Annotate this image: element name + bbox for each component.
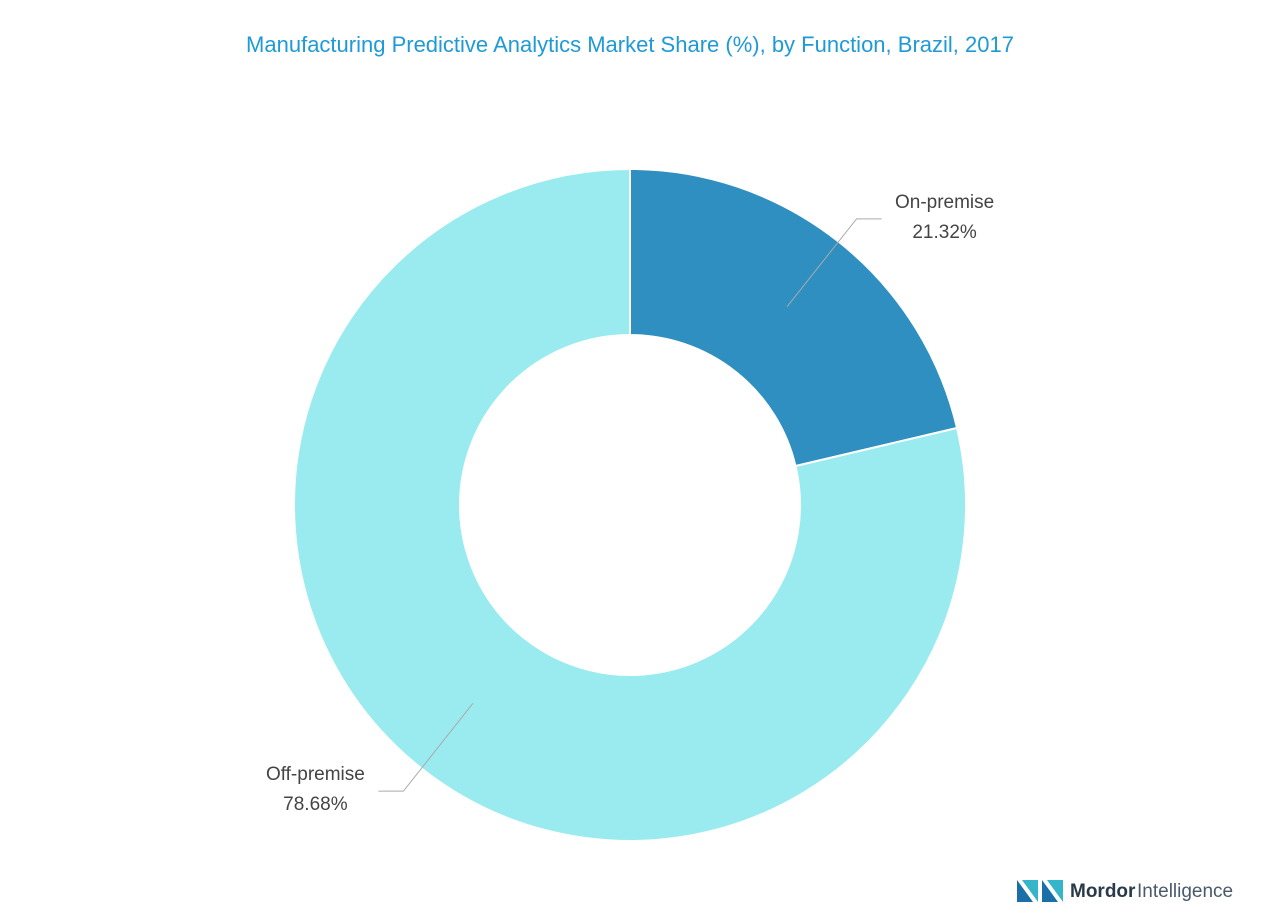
logo-mark	[1042, 880, 1058, 902]
slice-label: On-premise	[895, 192, 994, 213]
slice-label: Off-premise	[266, 764, 365, 785]
logo-text: Mordor	[1070, 881, 1136, 902]
logo-text: Intelligence	[1137, 881, 1233, 902]
leader-line	[786, 218, 882, 307]
logo-mark	[1022, 880, 1038, 902]
chart-title: Manufacturing Predictive Analytics Marke…	[246, 32, 1014, 57]
value-label: 78.68%	[283, 794, 348, 815]
logo-mark	[1047, 880, 1063, 902]
logo: Mordor Intelligence	[1017, 880, 1233, 902]
donut-slice	[293, 167, 967, 842]
donut-slice	[629, 167, 959, 468]
value-label: 21.32%	[912, 222, 977, 243]
logo-mark	[1017, 880, 1033, 902]
leader-line	[378, 703, 474, 792]
